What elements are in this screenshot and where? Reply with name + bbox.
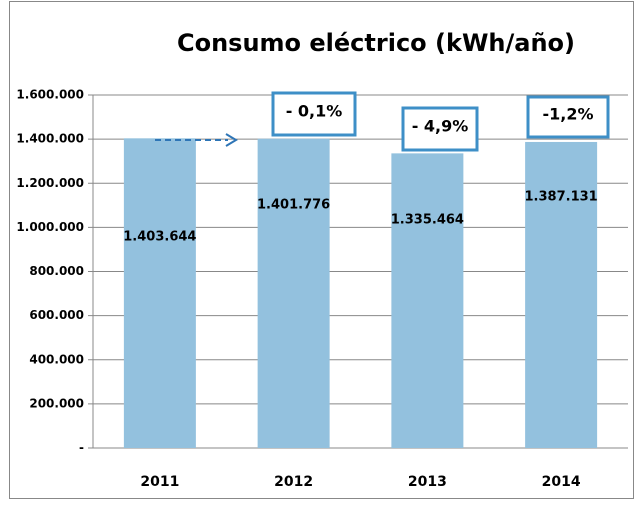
annotation: - 4,9% — [412, 117, 469, 136]
bar — [391, 153, 464, 448]
y-tick-label: 200.000 — [29, 396, 84, 410]
y-tick-label: 400.000 — [29, 352, 84, 366]
value-label: 1.403.644 — [123, 230, 196, 245]
y-tick-label: 1.000.000 — [16, 220, 84, 234]
annotation: -1,2% — [542, 105, 593, 124]
y-tick-label: 1.200.000 — [16, 176, 84, 190]
x-tick-label: 2012 — [274, 474, 313, 490]
bar — [257, 138, 330, 449]
annotation-box — [526, 95, 610, 139]
y-tick-label: 600.000 — [29, 308, 84, 322]
y-tick-label: 800.000 — [29, 264, 84, 278]
arrow-head — [225, 133, 238, 147]
value-label: 1.387.131 — [525, 190, 598, 205]
x-tick-label: 2011 — [140, 474, 179, 490]
value-label: 1.401.776 — [257, 198, 330, 213]
annotation: - 0,1% — [286, 102, 343, 121]
x-tick-label: 2013 — [408, 474, 447, 490]
y-tick-label: 1.400.000 — [16, 132, 84, 146]
bar — [123, 138, 196, 448]
y-tick-label: - — [79, 441, 84, 455]
value-label: 1.335.464 — [391, 213, 464, 228]
bar — [525, 141, 598, 448]
x-tick-label: 2014 — [542, 474, 581, 490]
chart-title: Consumo eléctrico (kWh/año) — [177, 29, 575, 57]
annotation-box — [271, 91, 357, 137]
y-tick-label: 1.600.000 — [16, 88, 84, 102]
annotation-box — [401, 106, 479, 152]
